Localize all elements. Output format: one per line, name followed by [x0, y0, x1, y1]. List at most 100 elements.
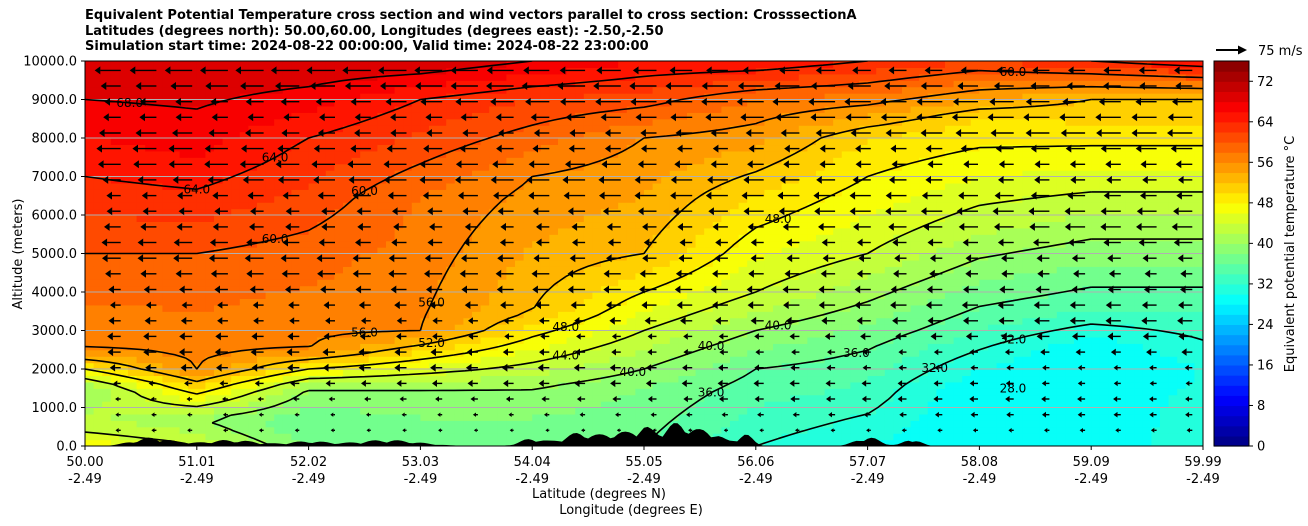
field-cell [626, 61, 636, 69]
field-cell [308, 272, 318, 280]
field-cell [773, 317, 783, 325]
field-cell [515, 407, 525, 415]
field-cell [437, 349, 447, 357]
field-cell [601, 259, 611, 267]
field-cell [618, 362, 628, 370]
field-cell [411, 195, 421, 203]
field-cell [463, 189, 473, 197]
field-cell [583, 420, 593, 428]
field-cell [472, 118, 482, 126]
field-cell [747, 195, 757, 203]
field-cell [368, 356, 378, 364]
field-cell [609, 61, 619, 69]
field-cell [368, 413, 378, 421]
field-cell [472, 394, 482, 402]
field-cell [730, 343, 740, 351]
field-cell [712, 356, 722, 364]
field-cell [738, 131, 748, 139]
field-cell [214, 336, 224, 344]
field-cell [790, 413, 800, 421]
field-cell [343, 131, 353, 139]
field-cell [635, 202, 645, 210]
field-cell [592, 240, 602, 248]
field-cell [248, 317, 258, 325]
field-cell [626, 324, 636, 332]
field-cell [661, 343, 671, 351]
field-cell [618, 170, 628, 178]
field-cell [343, 170, 353, 178]
field-cell [755, 375, 765, 383]
field-cell [558, 170, 568, 178]
field-cell [618, 356, 628, 364]
field-cell [515, 343, 525, 351]
field-cell [110, 298, 120, 306]
field-cell [437, 420, 447, 428]
field-cell [540, 279, 550, 287]
field-cell [721, 157, 731, 165]
field-cell [239, 240, 249, 248]
field-cell [472, 362, 482, 370]
field-cell [343, 259, 353, 267]
field-cell [764, 375, 774, 383]
field-cell [377, 112, 387, 120]
field-cell [773, 356, 783, 364]
field-cell [747, 138, 757, 146]
field-cell [334, 157, 344, 165]
field-cell [153, 247, 163, 255]
field-cell [136, 413, 146, 421]
field-cell [781, 407, 791, 415]
field-cell [308, 73, 318, 81]
field-cell [196, 99, 206, 107]
field-cell [773, 202, 783, 210]
field-cell [102, 349, 112, 357]
field-cell [601, 343, 611, 351]
field-cell [463, 247, 473, 255]
field-cell [93, 125, 103, 133]
field-cell [549, 215, 559, 223]
field-cell [747, 125, 757, 133]
field-cell [231, 202, 241, 210]
field-cell [420, 375, 430, 383]
field-cell [128, 215, 138, 223]
field-cell [480, 99, 490, 107]
field-cell [566, 227, 576, 235]
field-cell [85, 330, 95, 338]
field-cell [110, 259, 120, 267]
field-cell [773, 343, 783, 351]
field-cell [257, 375, 267, 383]
field-cell [515, 86, 525, 94]
field-cell [85, 426, 95, 434]
field-cell [695, 170, 705, 178]
field-cell [626, 189, 636, 197]
field-cell [652, 285, 662, 293]
field-cell [583, 311, 593, 319]
field-cell [205, 349, 215, 357]
field-cell [394, 215, 404, 223]
field-cell [454, 234, 464, 242]
field-cell [85, 240, 95, 248]
field-cell [704, 324, 714, 332]
field-cell [386, 118, 396, 126]
field-cell [601, 394, 611, 402]
field-cell [773, 80, 783, 88]
field-cell [179, 93, 189, 101]
field-cell [480, 349, 490, 357]
field-cell [325, 215, 335, 223]
field-cell [687, 99, 697, 107]
field-cell [497, 163, 507, 171]
field-cell [575, 73, 585, 81]
field-cell [463, 99, 473, 107]
field-cell [695, 317, 705, 325]
field-cell [558, 298, 568, 306]
field-cell [730, 362, 740, 370]
field-cell [291, 157, 301, 165]
field-cell [386, 80, 396, 88]
field-cell [403, 112, 413, 120]
field-cell [282, 86, 292, 94]
field-cell [325, 426, 335, 434]
field-cell [566, 150, 576, 158]
field-cell [678, 170, 688, 178]
field-cell [506, 247, 516, 255]
field-cell [188, 67, 198, 75]
field-cell [257, 93, 267, 101]
